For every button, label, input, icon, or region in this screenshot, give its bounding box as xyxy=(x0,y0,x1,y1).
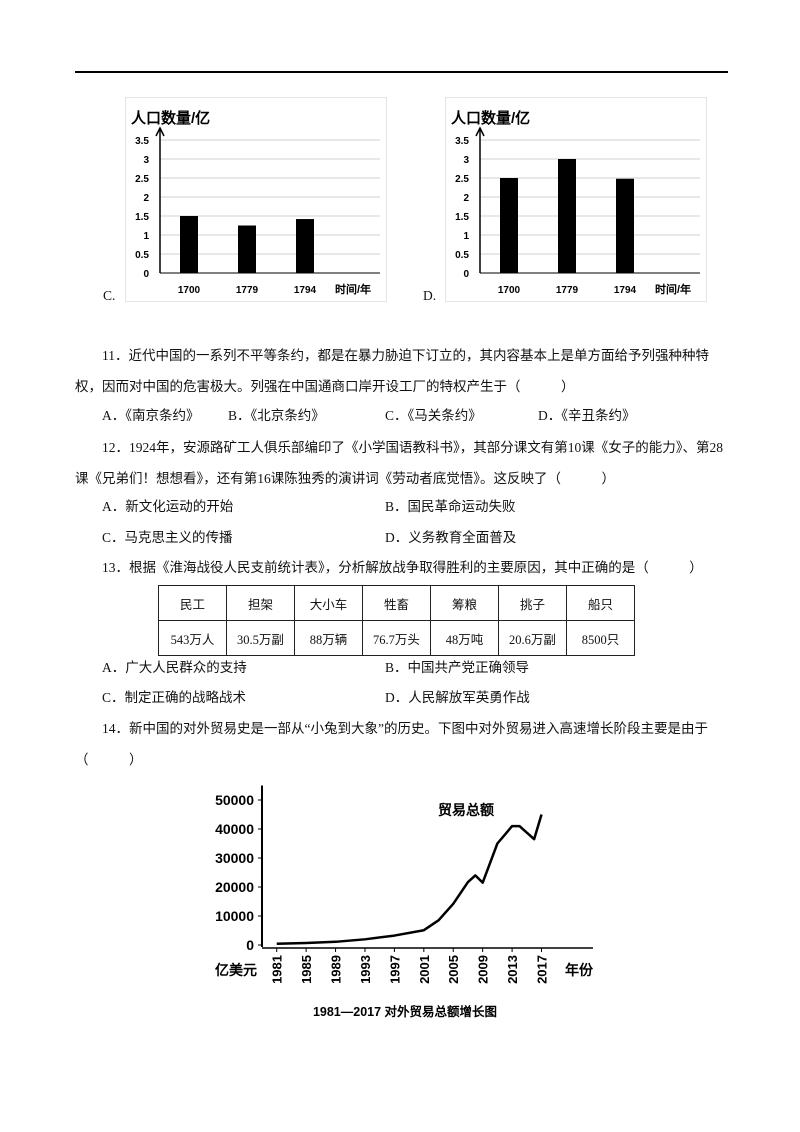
table-cell: 筹粮 xyxy=(430,585,499,621)
table-cell: 牲畜 xyxy=(362,585,431,621)
y-axis-arrow xyxy=(155,126,165,137)
question: 13．根据《淮海战役人民支前统计表》，分析解放战争取得胜利的主要原因，其中正确的… xyxy=(102,560,703,575)
bar-chart: 人口数量/亿 0 0.5 1 1.5 2 2.5 3 3.5 1700 1779 1794 时间/年 xyxy=(445,97,707,302)
option: D．《辛丑条约》 xyxy=(538,408,636,423)
y-tick-label: 40000 xyxy=(215,821,254,837)
table-cell: 8500只 xyxy=(566,620,635,656)
x-tick-label: 2017 xyxy=(535,955,550,984)
question: 12．1924年，安源路矿工人俱乐部编印了《小学国语教科书》，其部分课文有第10… xyxy=(75,440,723,486)
x-tick-label: 2013 xyxy=(505,955,520,984)
y-tick-label: 1 xyxy=(463,231,469,242)
y-tick-label: 30000 xyxy=(215,850,254,866)
y-tick-label: 2 xyxy=(143,193,149,204)
bar xyxy=(558,159,576,273)
x-axis-label: 时间/年 xyxy=(655,282,691,296)
x-tick-label: 1997 xyxy=(387,955,402,984)
x-tick-label: 1700 xyxy=(498,285,521,296)
y-tick-label: 3 xyxy=(143,155,149,166)
bar xyxy=(500,178,518,273)
option-label: C. xyxy=(103,288,116,303)
y-tick-label: 0.5 xyxy=(455,250,469,261)
y-tick-label: 10000 xyxy=(215,908,254,924)
option: A．新文化运动的开始 xyxy=(102,499,234,514)
table-cell: 48万吨 xyxy=(430,620,499,656)
y-tick-label: 3.5 xyxy=(135,136,149,147)
table-cell: 30.5万副 xyxy=(226,620,295,656)
option: C．《马关条约》 xyxy=(385,408,482,423)
y-tick-label: 0 xyxy=(143,269,149,280)
chart-frame xyxy=(445,97,707,302)
y-tick-label: 1.5 xyxy=(135,212,149,223)
x-tick-label: 2009 xyxy=(476,955,491,984)
y-tick-label: 1 xyxy=(143,231,149,242)
bar xyxy=(180,216,198,273)
y-axis-label: 亿美元 xyxy=(215,962,257,978)
option: A．《南京条约》 xyxy=(102,408,200,423)
x-tick-label: 1794 xyxy=(614,285,637,296)
x-axis-label: 时间/年 xyxy=(335,282,371,296)
option-label: D. xyxy=(423,288,437,303)
table-cell: 船只 xyxy=(566,585,635,621)
option: B．《北京条约》 xyxy=(228,408,325,423)
y-tick-label: 0 xyxy=(246,937,254,953)
option: B．中国共产党正确领导 xyxy=(385,660,530,675)
table-cell: 挑子 xyxy=(498,585,567,621)
chart-title: 人口数量/亿 xyxy=(451,109,530,127)
data-table: 民工 担架 大小车 牲畜 筹粮 挑子 船只 543万人 30.5万副 88万辆 76.7万头 48万吨… xyxy=(158,585,635,656)
chart-frame xyxy=(125,97,387,302)
table-cell: 20.6万副 xyxy=(498,620,567,656)
trade-line xyxy=(276,814,543,945)
y-axis-arrow xyxy=(475,126,485,137)
bar-chart: 人口数量/亿 0 0.5 1 1.5 2 2.5 3 3.5 1700 1779 1794 时间/年 xyxy=(125,97,387,302)
x-tick-label: 1989 xyxy=(329,955,344,984)
bar xyxy=(238,225,256,273)
annotation: 贸易总额 xyxy=(438,802,494,818)
option: C．马克思主义的传播 xyxy=(102,530,233,545)
option: B．国民革命运动失败 xyxy=(385,499,516,514)
y-tick-label: 20000 xyxy=(215,879,254,895)
table-cell: 民工 xyxy=(158,585,227,621)
x-tick-label: 1985 xyxy=(299,955,314,984)
x-tick-label: 2005 xyxy=(446,955,461,984)
y-tick-label: 2 xyxy=(463,193,469,204)
y-tick-label: 2.5 xyxy=(455,174,469,185)
x-tick-label: 1993 xyxy=(358,955,373,984)
x-tick-label: 1779 xyxy=(236,285,259,296)
table-cell: 88万辆 xyxy=(294,620,363,656)
option: A．广大人民群众的支持 xyxy=(102,660,247,675)
y-tick-label: 2.5 xyxy=(135,174,149,185)
question: 14．新中国的对外贸易史是一部从“小兔到大象”的历史。下图中对外贸易进入高速增长… xyxy=(75,721,708,767)
table-cell: 543万人 xyxy=(158,620,227,656)
chart-title: 人口数量/亿 xyxy=(131,109,210,127)
x-tick-label: 1981 xyxy=(270,955,285,984)
bar xyxy=(296,219,314,273)
option: D．义务教育全面普及 xyxy=(385,530,517,545)
table-cell: 大小车 xyxy=(294,585,363,621)
x-axis-label: 年份 xyxy=(565,962,594,978)
table-row: 543万人 30.5万副 88万辆 76.7万头 48万吨 20.6万副 8500只 xyxy=(158,620,635,656)
bar xyxy=(616,178,634,273)
header-rule xyxy=(75,71,728,73)
chart-caption: 1981—2017 对外贸易总额增长图 xyxy=(313,1004,497,1019)
question: 11．近代中国的一系列不平等条约，都是在暴力胁迫下订立的，其内容基本上是单方面给… xyxy=(75,348,709,394)
x-tick-label: 1794 xyxy=(294,285,317,296)
x-tick-label: 1779 xyxy=(556,285,579,296)
table-cell: 76.7万头 xyxy=(362,620,431,656)
table-cell: 担架 xyxy=(226,585,295,621)
y-tick-label: 0 xyxy=(463,269,469,280)
y-tick-label: 50000 xyxy=(215,792,254,808)
option: D．人民解放军英勇作战 xyxy=(385,690,530,705)
line-chart: 0 10000 20000 30000 40000 50000 1981 1985 1989 19… xyxy=(215,785,594,1019)
x-tick-label: 2001 xyxy=(417,955,432,984)
x-tick-label: 1700 xyxy=(178,285,201,296)
option: C．制定正确的战略战术 xyxy=(102,690,247,705)
table-header-row: 民工 担架 大小车 牲畜 筹粮 挑子 船只 xyxy=(158,585,635,621)
y-tick-label: 0.5 xyxy=(135,250,149,261)
y-tick-label: 1.5 xyxy=(455,212,469,223)
y-tick-label: 3 xyxy=(463,155,469,166)
y-tick-label: 3.5 xyxy=(455,136,469,147)
